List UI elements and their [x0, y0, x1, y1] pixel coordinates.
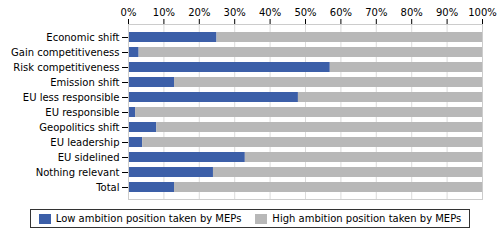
svg-text:30%: 30%: [224, 7, 246, 18]
svg-text:10%: 10%: [153, 7, 175, 18]
html-text:High ambition position taken b: High ambition position taken by MEPs: [272, 213, 462, 224]
svg-text:0%: 0%: [121, 7, 137, 18]
svg-text:EU leadership: EU leadership: [50, 137, 119, 148]
svg-text:EU less responsible: EU less responsible: [23, 92, 120, 103]
svg-text:90%: 90%: [436, 7, 458, 18]
svg-text:50%: 50%: [294, 7, 316, 18]
svg-text:Nothing relevant: Nothing relevant: [36, 167, 120, 178]
svg-text:40%: 40%: [259, 7, 281, 18]
svg-text:80%: 80%: [401, 7, 423, 18]
svg-text:Risk competitiveness: Risk competitiveness: [13, 62, 119, 73]
svg-text:Economic shift: Economic shift: [46, 32, 119, 43]
svg-text:70%: 70%: [365, 7, 387, 18]
svg-text:Gain competitiveness: Gain competitiveness: [11, 47, 119, 58]
svg-text:EU sidelined: EU sidelined: [58, 152, 120, 163]
svg-text:Emission shift: Emission shift: [50, 77, 119, 88]
svg-text:100%: 100%: [468, 7, 497, 18]
svg-text:Total: Total: [95, 182, 119, 193]
svg-text:60%: 60%: [330, 7, 352, 18]
html-text:Low ambition position taken by: Low ambition position taken by MEPs: [55, 213, 242, 224]
svg-text:Geopolitics shift: Geopolitics shift: [39, 122, 119, 133]
svg-text:20%: 20%: [188, 7, 210, 18]
svg-text:EU responsible: EU responsible: [45, 107, 119, 118]
